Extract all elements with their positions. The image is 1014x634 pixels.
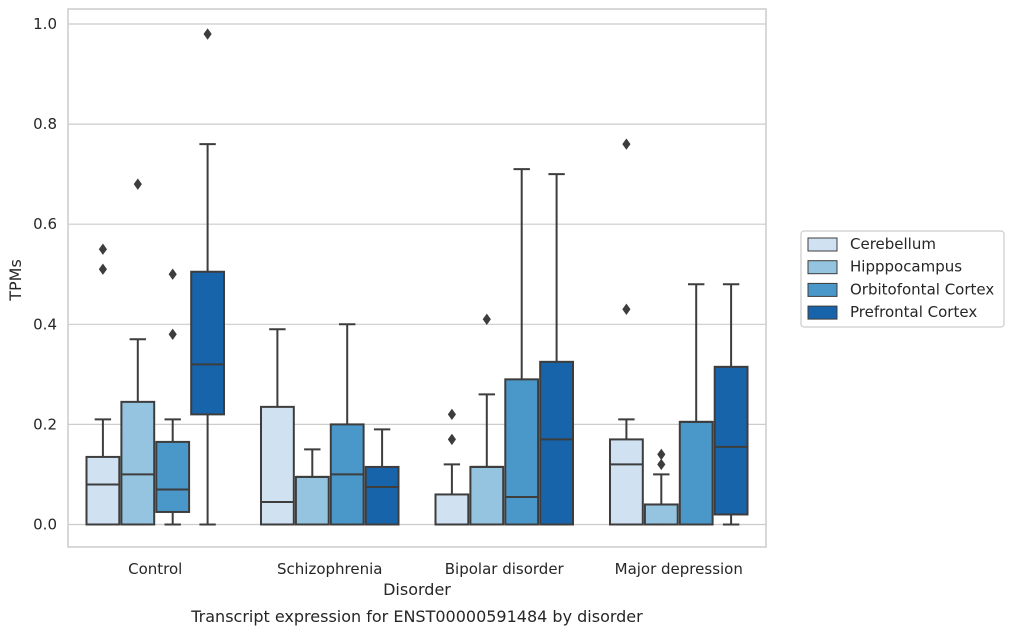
box-iqr bbox=[364, 465, 400, 526]
outlier-point bbox=[168, 328, 177, 340]
box-cerebellum-1 bbox=[259, 328, 295, 526]
box-iqr bbox=[120, 400, 156, 526]
outlier-point bbox=[447, 408, 456, 421]
legend-swatch bbox=[807, 260, 838, 275]
y-tick-labels: 0.0 0.2 0.4 0.6 0.8 1.0 bbox=[33, 15, 57, 533]
box-hipppocampus-2 bbox=[469, 313, 505, 526]
outlier-point bbox=[657, 458, 666, 471]
figure-caption: Transcript expression for ENST0000059148… bbox=[190, 607, 643, 626]
legend: Cerebellum Hipppocampus Orbitofontal Corte… bbox=[800, 230, 1005, 328]
box-iqr bbox=[539, 360, 575, 526]
legend-label: Orbitofontal Cortex bbox=[850, 280, 994, 298]
outlier-point bbox=[657, 448, 666, 461]
x-tick-label: Bipolar disorder bbox=[445, 560, 565, 578]
y-tick-label: 0.0 bbox=[33, 515, 57, 533]
x-axis-label: Disorder bbox=[383, 580, 451, 599]
box-iqr bbox=[469, 465, 505, 526]
x-tick-label: Control bbox=[128, 560, 182, 578]
legend-label: Cerebellum bbox=[850, 235, 936, 253]
box-prefrontal-cortex-0 bbox=[190, 28, 226, 526]
outlier-point bbox=[168, 268, 177, 280]
box-prefrontal-cortex-2 bbox=[539, 173, 575, 526]
outlier-point bbox=[98, 263, 107, 275]
y-tick-label: 1.0 bbox=[33, 15, 57, 33]
box-iqr bbox=[294, 475, 330, 526]
legend-frame bbox=[800, 230, 1005, 328]
box-orbitofontal-cortex-1 bbox=[329, 323, 365, 526]
legend-label: Hipppocampus bbox=[850, 258, 962, 276]
outlier-point bbox=[447, 433, 456, 446]
box-iqr bbox=[504, 378, 540, 526]
legend-swatch bbox=[807, 305, 838, 320]
y-tick-label: 0.6 bbox=[33, 215, 57, 233]
y-tick-label: 0.4 bbox=[33, 315, 57, 333]
box-orbitofontal-cortex-2 bbox=[504, 168, 540, 526]
box-hipppocampus-0 bbox=[120, 178, 156, 526]
box-iqr bbox=[259, 405, 295, 526]
box-groups bbox=[85, 28, 749, 526]
box-iqr bbox=[190, 270, 226, 416]
box-prefrontal-cortex-3 bbox=[713, 283, 749, 526]
box-cerebellum-0 bbox=[85, 243, 121, 526]
box-prefrontal-cortex-1 bbox=[364, 428, 400, 526]
box-iqr bbox=[434, 493, 470, 526]
y-axis-label: TPMs bbox=[6, 259, 25, 302]
box-cerebellum-2 bbox=[434, 408, 470, 526]
box-iqr bbox=[713, 365, 749, 516]
legend-label: Prefrontal Cortex bbox=[850, 303, 977, 321]
box-iqr bbox=[155, 440, 191, 513]
box-iqr bbox=[643, 503, 679, 526]
outlier-point bbox=[133, 178, 142, 190]
box-iqr bbox=[608, 438, 644, 526]
x-tick-label: Schizophrenia bbox=[277, 560, 382, 578]
legend-swatch bbox=[807, 282, 838, 297]
box-iqr bbox=[85, 455, 121, 526]
box-hipppocampus-1 bbox=[294, 448, 330, 526]
y-tick-label: 0.8 bbox=[33, 115, 57, 133]
y-tick-label: 0.2 bbox=[33, 415, 57, 433]
outlier-point bbox=[98, 243, 107, 255]
outlier-point bbox=[622, 303, 631, 315]
outlier-point bbox=[622, 138, 631, 150]
plot-frame bbox=[67, 8, 767, 548]
box-orbitofontal-cortex-3 bbox=[678, 283, 714, 526]
grid-lines bbox=[68, 23, 766, 526]
legend-swatch bbox=[807, 237, 838, 252]
x-tick-labels: Control Schizophrenia Bipolar disorder Majo… bbox=[128, 560, 743, 578]
x-tick-label: Major depression bbox=[615, 560, 743, 578]
box-cerebellum-3 bbox=[608, 138, 644, 526]
box-iqr bbox=[678, 420, 714, 526]
box-orbitofontal-cortex-0 bbox=[155, 268, 191, 526]
box-hipppocampus-3 bbox=[643, 448, 679, 526]
outlier-point bbox=[203, 28, 212, 40]
outlier-point bbox=[482, 313, 491, 325]
